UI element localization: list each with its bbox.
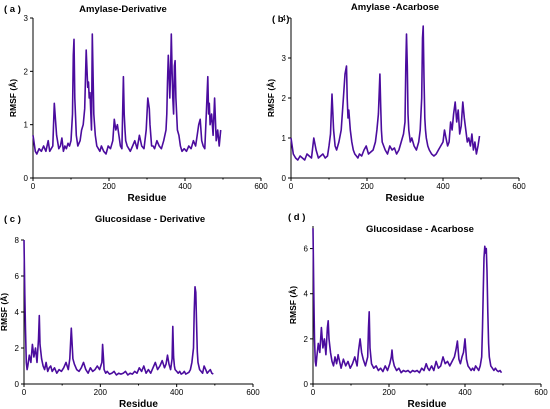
y-tick-label: 6 — [304, 245, 309, 254]
x-tick-label: 600 — [246, 388, 260, 397]
y-tick-label: 8 — [15, 236, 20, 245]
x-tick-label: 0 — [289, 182, 294, 191]
rmsf-series-line — [312, 228, 503, 374]
x-tick-label: 400 — [170, 388, 184, 397]
y-tick-label: 4 — [304, 290, 309, 299]
panel-tag: ( a ) — [4, 4, 21, 15]
chart-title: Amylase-Derivative — [79, 4, 167, 15]
y-tick-label: 4 — [15, 308, 20, 317]
rmsf-series-line — [290, 25, 481, 161]
chart-title: Amylase -Acarbose — [351, 2, 439, 13]
chart-panel-3: ( c ) Glucosidase - Derivative 0 200 400 600 0… — [0, 214, 260, 409]
x-tick-label: 600 — [254, 182, 268, 191]
x-axis-label: Residue — [386, 193, 425, 204]
y-tick-label: 0 — [282, 174, 287, 183]
panel-tag: ( c ) — [4, 214, 21, 225]
x-axis-label: Residue — [408, 399, 447, 409]
axes-frame — [312, 226, 541, 385]
x-axis-label: Residue — [128, 193, 167, 204]
y-tick-label: 2 — [304, 335, 309, 344]
x-axis-label: Residue — [119, 399, 158, 409]
x-tick-label: 600 — [512, 182, 526, 191]
rmsf-series-line — [23, 239, 214, 376]
x-tick-label: 200 — [382, 388, 396, 397]
y-axis-label: RMSF (Å) — [0, 293, 9, 331]
chart-title: Glucosidase - Acarbose — [366, 224, 474, 235]
x-tick-label: 400 — [178, 182, 192, 191]
chart-panel-1: ( a ) Amylase-Derivative 0 200 400 600 0 1 2 3 Res… — [4, 4, 268, 204]
panel-tag: ( d ) — [288, 212, 305, 223]
y-tick-label: 4 — [282, 14, 287, 23]
x-tick-label: 0 — [22, 388, 27, 397]
x-tick-label: 200 — [360, 182, 374, 191]
y-tick-label: 6 — [15, 272, 20, 281]
y-tick-label: 3 — [24, 14, 29, 23]
chart-panel-2: ( b ) Amylase -Acarbose 0 200 400 600 0 1 2 3 4 Res… — [266, 2, 526, 204]
y-tick-label: 0 — [304, 380, 309, 389]
rmsf-series-line — [32, 33, 222, 155]
y-tick-label: 1 — [24, 121, 29, 130]
x-tick-label: 0 — [311, 388, 316, 397]
panel-tag: ( b ) — [272, 14, 289, 25]
y-tick-label: 1 — [282, 134, 287, 143]
y-axis-label: RMSF (Å) — [266, 79, 276, 117]
x-tick-label: 0 — [31, 182, 36, 191]
y-tick-label: 3 — [282, 54, 287, 63]
x-tick-label: 600 — [534, 388, 548, 397]
x-tick-label: 200 — [102, 182, 116, 191]
chart-title: Glucosidase - Derivative — [95, 214, 205, 225]
y-tick-label: 0 — [15, 380, 20, 389]
y-tick-label: 2 — [282, 94, 287, 103]
y-axis-label: RMSF (Å) — [288, 286, 298, 324]
x-tick-label: 400 — [458, 388, 472, 397]
chart-panel-4: ( d ) Glucosidase - Acarbose 0 200 400 600 0 2 4… — [288, 212, 548, 409]
y-tick-label: 2 — [15, 344, 20, 353]
axes-frame — [23, 240, 253, 385]
x-tick-label: 200 — [94, 388, 108, 397]
y-tick-label: 0 — [24, 174, 29, 183]
y-tick-label: 2 — [24, 67, 29, 76]
y-axis-label: RMSF (Å) — [8, 79, 18, 117]
x-tick-label: 400 — [436, 182, 450, 191]
